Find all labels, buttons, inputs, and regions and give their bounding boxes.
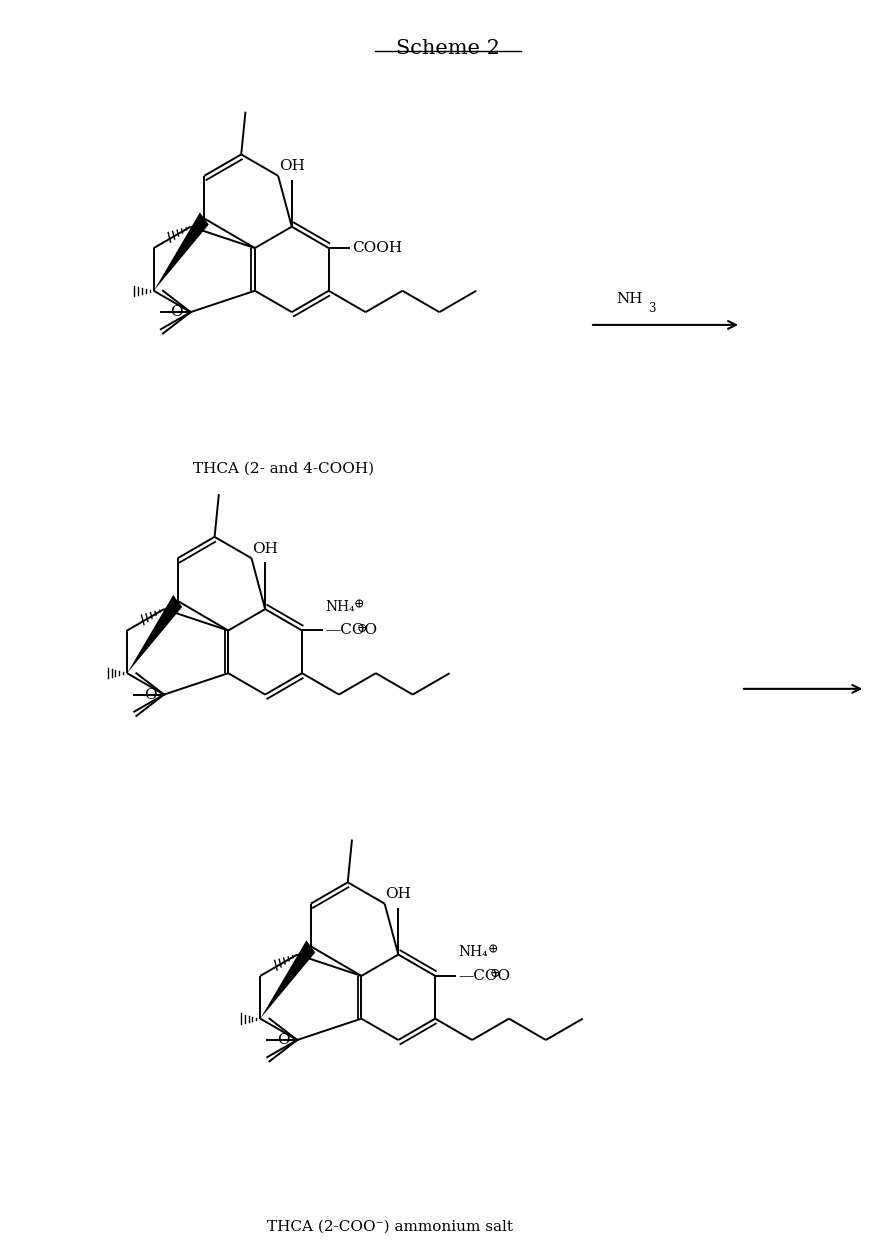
Text: ⊕: ⊕	[487, 944, 497, 956]
Text: ⊖: ⊖	[357, 622, 367, 635]
Text: OH: OH	[252, 542, 278, 555]
Text: O: O	[277, 1033, 289, 1047]
Polygon shape	[127, 595, 182, 673]
Text: O: O	[170, 306, 183, 319]
Text: OH: OH	[385, 887, 411, 902]
Text: NH₄: NH₄	[325, 600, 355, 614]
Text: NH: NH	[616, 292, 643, 307]
Text: NH₄: NH₄	[459, 945, 488, 959]
Text: ⊕: ⊕	[354, 599, 365, 611]
Text: ⊖: ⊖	[489, 968, 500, 980]
Text: 3: 3	[648, 302, 655, 315]
Text: O: O	[143, 688, 157, 702]
Polygon shape	[154, 212, 209, 291]
Text: —COO: —COO	[459, 969, 511, 982]
Text: THCA (2- and 4-COOH): THCA (2- and 4-COOH)	[193, 462, 374, 476]
Text: THCA (2-COO⁻) ammonium salt: THCA (2-COO⁻) ammonium salt	[267, 1220, 513, 1233]
Text: COOH: COOH	[352, 241, 402, 255]
Polygon shape	[260, 940, 315, 1018]
Text: OH: OH	[279, 159, 305, 174]
Text: Scheme 2: Scheme 2	[396, 39, 500, 57]
Text: —COO: —COO	[325, 623, 377, 637]
